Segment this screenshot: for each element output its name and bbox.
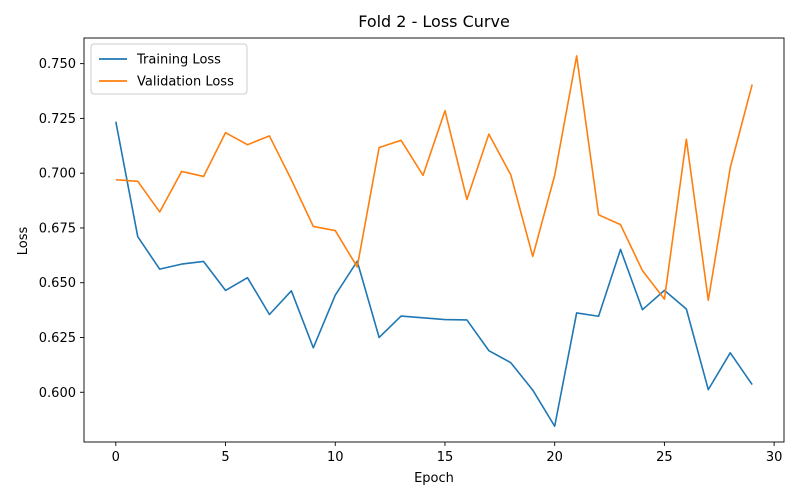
y-tick-label: 0.675 — [39, 221, 76, 236]
x-axis-label: Epoch — [414, 471, 454, 486]
y-tick-label: 0.650 — [39, 276, 76, 291]
plot-area: 0 5 10 15 20 25 30 0.600 0.625 0.650 0.675 0.700 0.7… — [39, 37, 785, 465]
y-tick-label: 0.725 — [39, 112, 76, 127]
series-line-validation-loss — [115, 55, 753, 302]
series-line-training-loss — [115, 121, 753, 428]
y-tick-label: 0.625 — [39, 331, 76, 346]
legend-entry-label: Validation Loss — [137, 75, 234, 90]
chart-title: Fold 2 - Loss Curve — [358, 12, 510, 31]
x-tick-label: 15 — [437, 450, 454, 465]
x-tick-label: 25 — [656, 450, 673, 465]
axes-frame — [83, 37, 785, 443]
x-tick-label: 30 — [766, 450, 783, 465]
y-axis-label: Loss — [16, 227, 31, 256]
x-tick-label: 10 — [327, 450, 344, 465]
x-tick-label: 5 — [221, 450, 229, 465]
x-tick-label: 0 — [112, 450, 120, 465]
x-tick-label: 20 — [546, 450, 563, 465]
legend-entry-label: Training Loss — [136, 53, 221, 68]
y-tick-label: 0.700 — [39, 167, 76, 182]
y-tick-label: 0.750 — [39, 57, 76, 72]
legend-box — [90, 43, 248, 95]
y-tick-label: 0.600 — [39, 386, 76, 401]
